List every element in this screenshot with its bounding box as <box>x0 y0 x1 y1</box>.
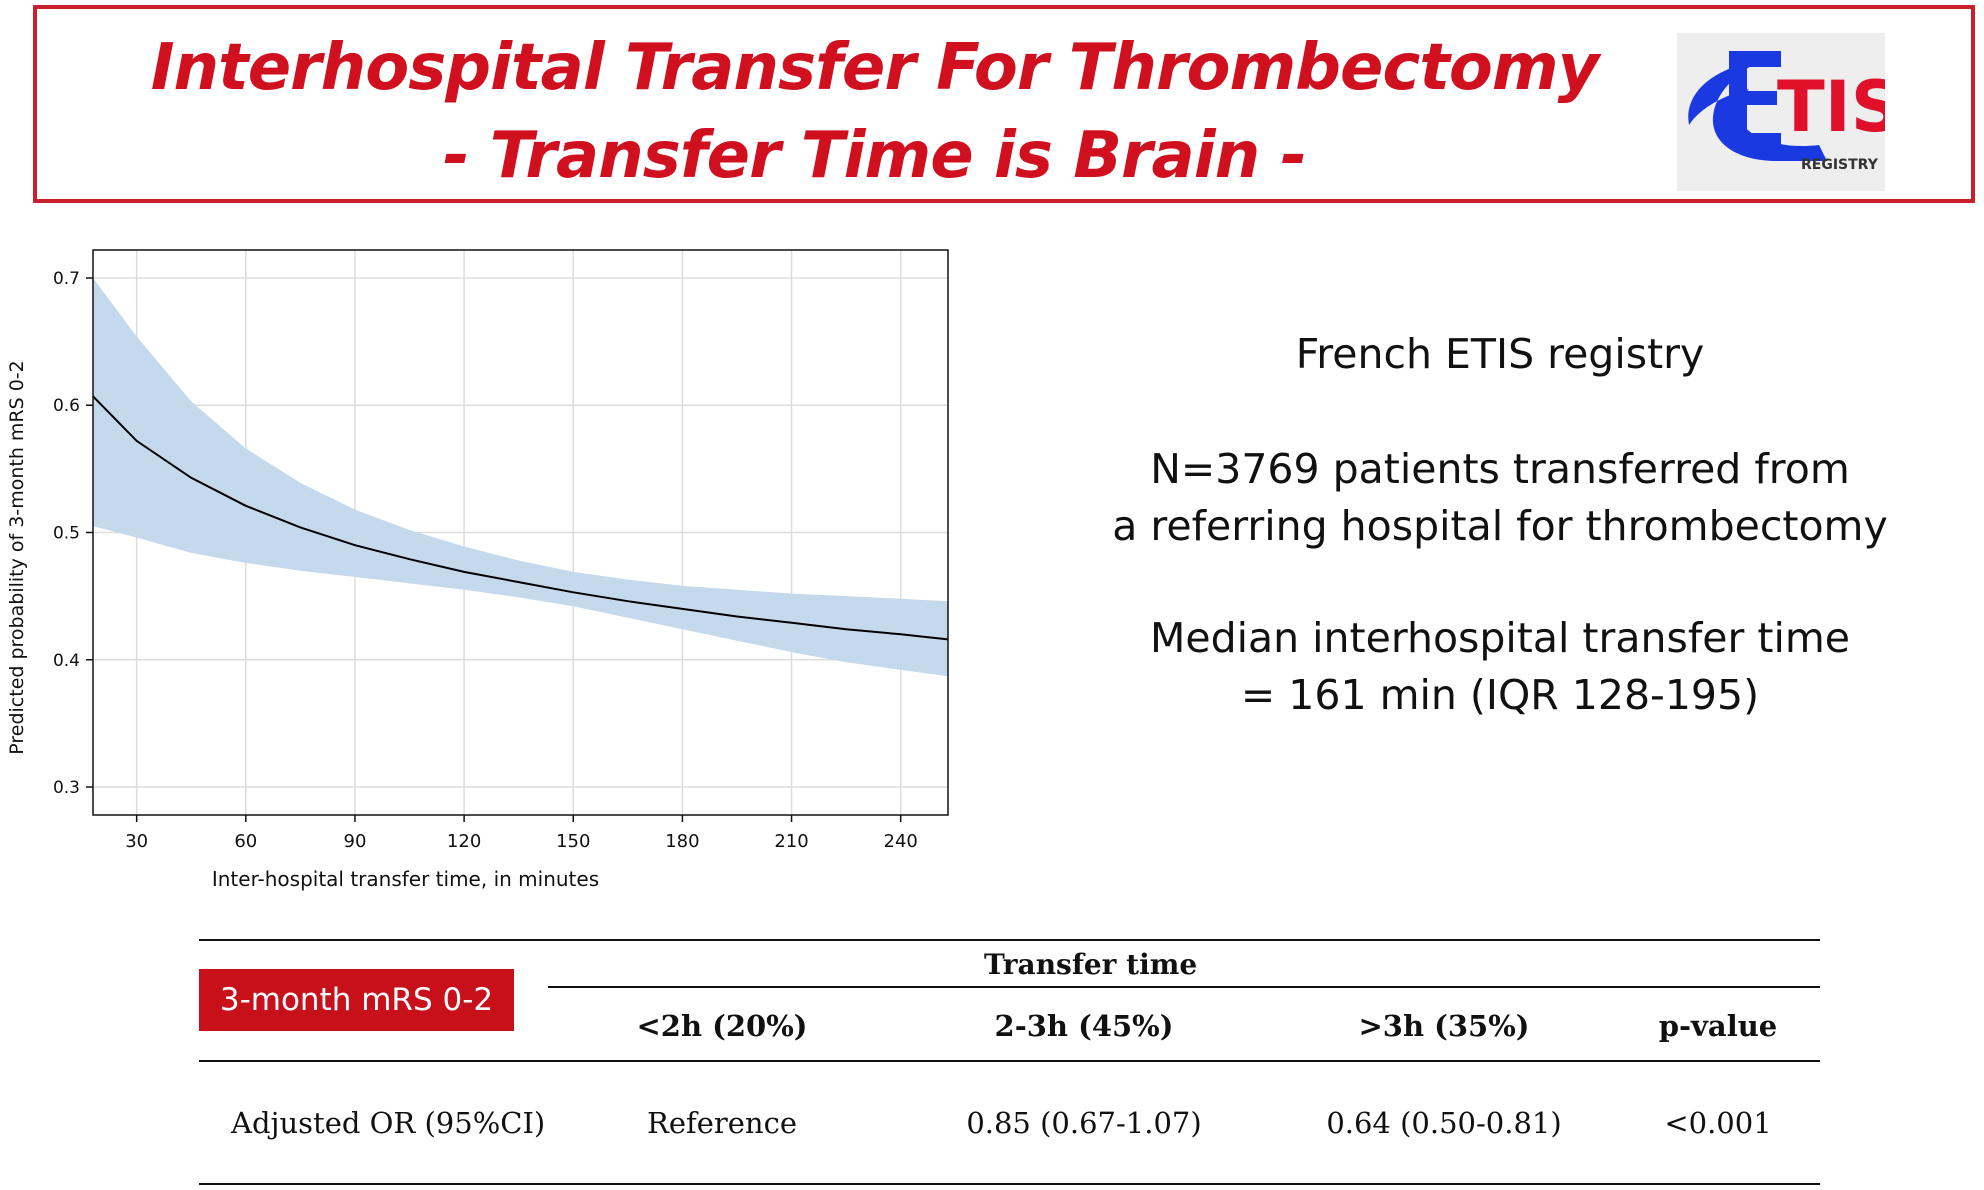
page-subtitle: - Transfer Time is Brain - <box>442 119 1307 193</box>
column-header: >3h (35%) <box>1358 1009 1530 1043</box>
page-title: Interhospital Transfer For Thrombectomy <box>150 31 1600 105</box>
median-value: = 161 min (IQR 128-195) <box>1240 671 1760 719</box>
header-banner: Interhospital Transfer For Thrombectomy … <box>33 5 1975 203</box>
column-header: <2h (20%) <box>636 1009 808 1043</box>
table-cell: <0.001 <box>1664 1106 1772 1140</box>
table-cell: 0.64 (0.50-0.81) <box>1326 1106 1562 1140</box>
table-cell: 0.85 (0.67-1.07) <box>966 1106 1202 1140</box>
y-tick-label: 0.4 <box>53 651 80 671</box>
y-tick-label: 0.7 <box>53 269 80 289</box>
y-axis-label: Predicted probability of 3-month mRS 0-2 <box>6 360 28 755</box>
median-label: Median interhospital transfer time <box>1149 614 1851 662</box>
column-header: 2-3h (45%) <box>994 1009 1174 1043</box>
x-tick-label: 150 <box>556 831 590 852</box>
y-tick-label: 0.3 <box>53 778 80 798</box>
confidence-band <box>93 278 948 677</box>
x-axis-label: Inter-hospital transfer time, in minutes <box>212 867 599 891</box>
x-tick-label: 90 <box>344 831 367 852</box>
y-tick-label: 0.5 <box>53 524 80 544</box>
table-bottom-rule <box>199 1183 1820 1185</box>
x-tick-label: 120 <box>447 831 481 852</box>
chart-svg: 30 60 90 120 150 180 210 240 0.3 0.4 0.5 0.6 0.7 Int… <box>6 249 949 891</box>
table-top-rule <box>199 939 1820 941</box>
axis-ticks: 30 60 90 120 150 180 210 240 0.3 0.4 0.5 0.6 0.7 <box>53 269 918 852</box>
outcome-badge: 3-month mRS 0-2 <box>199 969 514 1031</box>
etis-registry-logo: TIS REGISTRY <box>1677 33 1885 191</box>
svg-text:TIS: TIS <box>1777 66 1885 148</box>
y-tick-label: 0.6 <box>53 396 80 416</box>
x-tick-label: 30 <box>125 831 148 852</box>
table-group-rule <box>548 986 1820 988</box>
series-line <box>92 395 949 641</box>
x-tick-label: 240 <box>884 831 918 852</box>
column-header: p-value <box>1658 1009 1778 1043</box>
table-cell: Reference <box>647 1106 797 1140</box>
sample-description: a referring hospital for thrombectomy <box>1112 502 1888 550</box>
x-tick-label: 210 <box>774 831 808 852</box>
study-info: French ETIS registry N=3769 patients tra… <box>1100 326 1900 724</box>
x-tick-label: 180 <box>665 831 699 852</box>
table-header-rule <box>199 1060 1820 1062</box>
row-label: Adjusted OR (95%CI) <box>231 1106 546 1140</box>
svg-text:REGISTRY: REGISTRY <box>1801 157 1879 173</box>
x-tick-label: 60 <box>234 831 257 852</box>
group-header: Transfer time <box>984 948 1198 981</box>
sample-size: N=3769 patients transferred from <box>1150 445 1850 493</box>
probability-chart: 30 60 90 120 150 180 210 240 0.3 0.4 0.5 0.6 0.7 Int… <box>0 235 960 900</box>
registry-name: French ETIS registry <box>1295 330 1705 378</box>
